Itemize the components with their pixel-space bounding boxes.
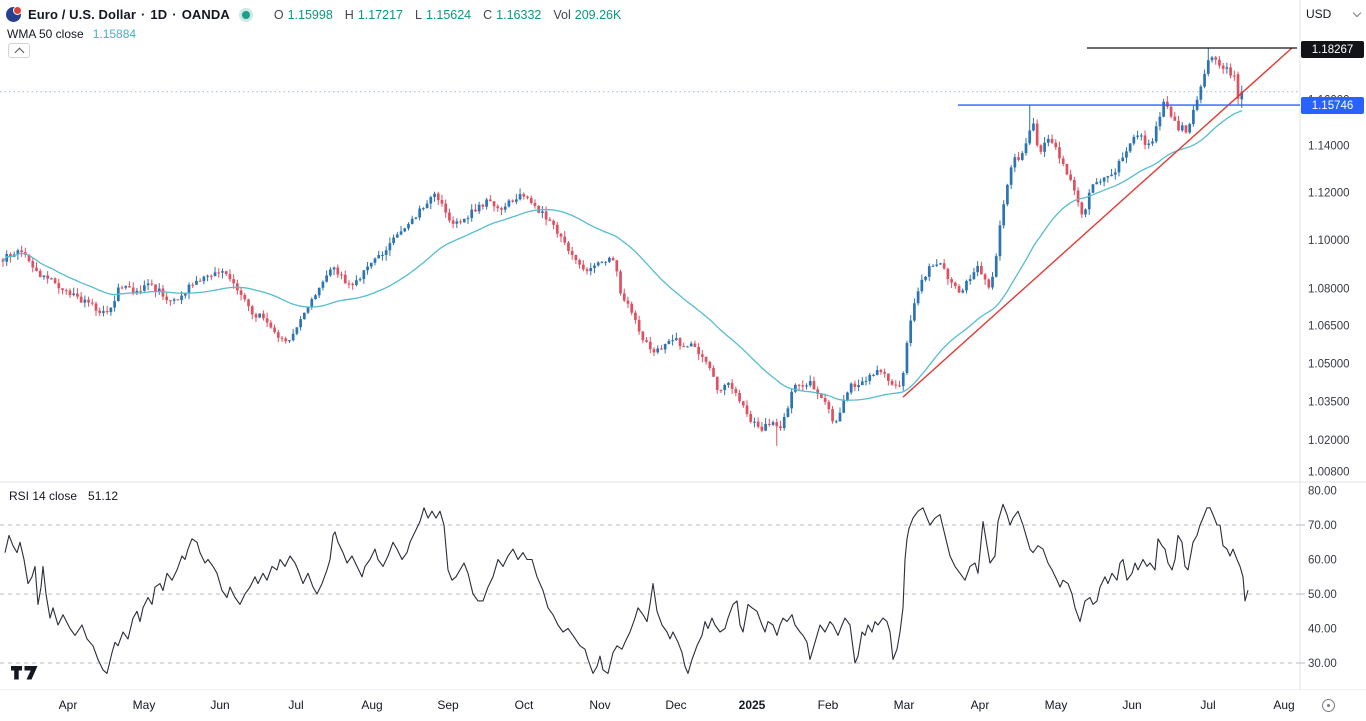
rsi-axis-label: 30.00 <box>1308 658 1337 670</box>
volume-value: 209.26K <box>574 7 622 22</box>
symbol-header: Euro / U.S. Dollar · 1D · OANDA O 1.1599… <box>6 6 621 23</box>
symbol-title[interactable]: Euro / U.S. Dollar · 1D · OANDA <box>28 7 230 22</box>
rsi-axis-labels[interactable]: 80.00 70.00 60.00 50.00 40.00 30.00 <box>1308 486 1337 671</box>
title-separator: · <box>140 7 146 22</box>
high-value: 1.17217 <box>357 7 403 22</box>
chevron-down-icon <box>1352 8 1362 17</box>
chart-canvas[interactable]: 1.180001.160001.140001.120001.100001.080… <box>0 0 1366 690</box>
symbol-logo-icon <box>6 6 22 22</box>
scroll-to-realtime-icon[interactable] <box>1322 699 1335 712</box>
time-axis-label: Nov <box>589 698 611 712</box>
time-axis-label: Jun <box>210 698 230 712</box>
time-axis-label: Aug <box>1273 698 1295 712</box>
exchange-label: OANDA <box>181 7 230 22</box>
price-axis-label: 1.08000 <box>1308 284 1350 296</box>
rsi-legend[interactable]: RSI 14 close 51.12 <box>9 489 118 503</box>
time-axis-label: Aug <box>361 698 383 712</box>
time-axis-label: Jul <box>288 698 304 712</box>
low-value: 1.15624 <box>425 7 472 22</box>
price-marker-high: 1.18267 <box>1301 41 1364 58</box>
wma-label: WMA 50 close <box>7 27 84 41</box>
low-label: L <box>415 7 422 22</box>
price-axis-label: 1.03500 <box>1308 396 1350 408</box>
title-separator: · <box>172 7 177 22</box>
price-marker-support: 1.15746 <box>1301 97 1364 114</box>
high-label: H <box>344 7 354 22</box>
rsi-label: RSI 14 close <box>9 489 78 503</box>
time-axis-label: May <box>1044 698 1068 712</box>
close-value: 1.16332 <box>496 7 542 22</box>
rsi-value: 51.12 <box>88 489 119 503</box>
open-value: 1.15998 <box>287 7 333 22</box>
time-axis-label: Jun <box>1122 698 1142 712</box>
price-axis-label: 1.00800 <box>1308 466 1350 478</box>
price-axis-label: 1.14000 <box>1308 140 1350 152</box>
price-axis-label: 1.05000 <box>1308 358 1350 370</box>
rsi-axis-label: 40.00 <box>1308 624 1337 636</box>
time-axis[interactable]: Apr May Jun Jul Aug Sep Oct Nov Dec 2025 Feb Mar Apr… <box>0 690 1366 721</box>
market-status-icon <box>241 10 250 19</box>
time-axis-label: Feb <box>817 698 839 712</box>
time-axis-label: Jul <box>1200 698 1216 712</box>
time-axis-label: Sep <box>437 698 459 712</box>
wma-value: 1.15884 <box>92 27 137 41</box>
currency-unit-selector[interactable]: USD <box>1306 7 1362 21</box>
pane-separators <box>0 0 1366 690</box>
collapse-legend-button[interactable] <box>8 43 30 58</box>
price-axis-label: 1.10000 <box>1308 235 1350 247</box>
interval-label: 1D <box>150 7 168 22</box>
time-axis-label: Dec <box>665 698 687 712</box>
price-axis-label: 1.02000 <box>1308 435 1350 447</box>
indicator-legend-wma[interactable]: WMA 50 close 1.15884 <box>7 27 136 41</box>
volume-label: Vol <box>553 7 571 22</box>
time-axis-label: Mar <box>893 698 915 712</box>
chevron-up-icon <box>14 47 24 57</box>
price-axis-label: 1.12000 <box>1308 187 1350 199</box>
price-axis-label: 1.06500 <box>1308 321 1350 333</box>
rsi-axis-label: 50.00 <box>1308 589 1337 601</box>
time-axis-label: 2025 <box>738 698 766 712</box>
candlestick-series <box>1 47 1244 446</box>
rsi-axis-label: 80.00 <box>1308 486 1337 498</box>
time-axis-label: Apr <box>58 698 78 712</box>
rsi-axis-label: 70.00 <box>1308 520 1337 532</box>
open-label: O <box>273 7 284 22</box>
currency-unit-value: USD <box>1306 7 1332 21</box>
rsi-dashed-levels <box>0 524 1305 664</box>
symbol-name: Euro / U.S. Dollar <box>28 7 136 22</box>
tradingview-logo[interactable] <box>11 666 38 681</box>
time-axis-label: May <box>132 698 156 712</box>
rsi-line <box>4 503 1249 674</box>
ohlc-readout: O 1.15998 H 1.17217 L 1.15624 C 1.16332 … <box>266 8 621 22</box>
rsi-axis-label: 60.00 <box>1308 555 1337 567</box>
time-axis-label: Oct <box>514 698 534 712</box>
wma-50-line <box>2 110 1243 402</box>
close-label: C <box>483 7 493 22</box>
ascending-trendline[interactable] <box>902 47 1293 398</box>
time-axis-label: Apr <box>970 698 990 712</box>
